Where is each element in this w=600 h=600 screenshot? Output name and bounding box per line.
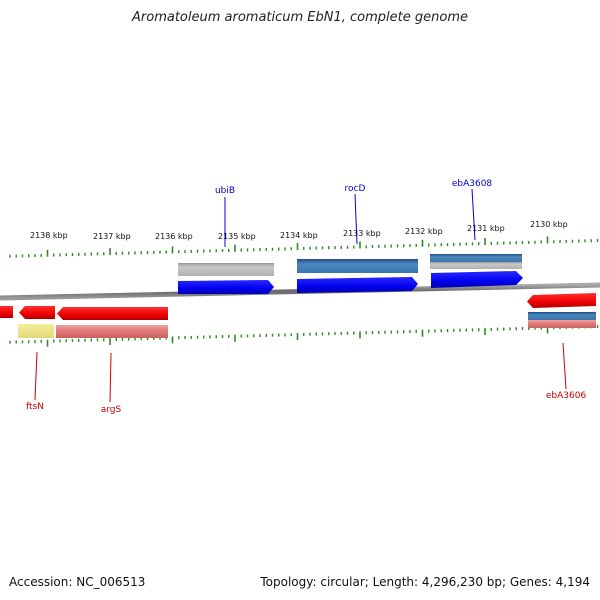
cds-arrow-ubiB[interactable]	[178, 280, 274, 294]
gene-label-ubiB[interactable]: ubiB	[215, 186, 235, 196]
genome-summary-text: Topology: circular; Length: 4,296,230 bp…	[260, 575, 590, 589]
scale-ticks-outer	[9, 236, 599, 258]
scale-labels: 2138 kbp 2137 kbp 2136 kbp 2135 kbp 2134…	[30, 220, 568, 241]
genome-title: Aromatoleum aromaticum EbN1, complete ge…	[132, 10, 468, 25]
gene-label-rocD[interactable]: rocD	[345, 184, 366, 194]
leader-line	[34, 351, 38, 401]
gene-label-argS[interactable]: argS	[101, 405, 122, 415]
scale-label: 2136 kbp	[155, 232, 193, 241]
scale-label: 2130 kbp	[530, 220, 568, 229]
leader-line	[354, 193, 358, 245]
cds-arrow-ftsN[interactable]	[19, 306, 55, 319]
scale-label: 2132 kbp	[405, 227, 443, 236]
gene-label-ebA3606[interactable]: ebA3606	[546, 391, 587, 401]
scale-label: 2133 kbp	[343, 229, 381, 238]
leader-line	[471, 188, 476, 241]
forward-feature-track	[178, 254, 522, 276]
gene-labels: ubiB rocD ebA3608 ftsN argS ebA3606	[26, 179, 586, 415]
cds-arrow-left-edge[interactable]	[0, 306, 13, 318]
cds-arrow-ebA3606[interactable]	[527, 293, 596, 308]
leader-line	[562, 342, 567, 390]
cds-arrow-rocD[interactable]	[297, 277, 418, 293]
scale-label: 2137 kbp	[93, 232, 131, 241]
reverse-feature-track	[18, 312, 596, 338]
gene-feature[interactable]	[56, 325, 168, 338]
gene-feature[interactable]	[430, 254, 522, 262]
gene-feature[interactable]	[178, 263, 274, 276]
gene-feature[interactable]	[528, 312, 596, 320]
cds-arrow-ebA3608[interactable]	[431, 271, 523, 288]
scale-label: 2131 kbp	[467, 224, 505, 233]
leader-line	[109, 352, 112, 403]
gene-label-ftsN[interactable]: ftsN	[26, 402, 44, 412]
gene-label-ebA3608[interactable]: ebA3608	[452, 179, 493, 189]
reverse-cds-track	[0, 293, 596, 320]
gene-feature[interactable]	[528, 320, 596, 328]
gene-feature[interactable]	[297, 259, 418, 273]
scale-label: 2135 kbp	[218, 232, 256, 241]
scale-ticks-inner	[9, 325, 599, 347]
scale-label: 2134 kbp	[280, 231, 318, 240]
gene-feature[interactable]	[430, 262, 522, 269]
cds-arrow-argS[interactable]	[57, 307, 168, 320]
forward-cds-track	[178, 271, 523, 294]
accession-text: Accession: NC_006513	[9, 575, 146, 589]
gene-label-leaders	[34, 188, 567, 403]
scale-label: 2138 kbp	[30, 231, 68, 240]
gene-feature[interactable]	[18, 324, 54, 338]
